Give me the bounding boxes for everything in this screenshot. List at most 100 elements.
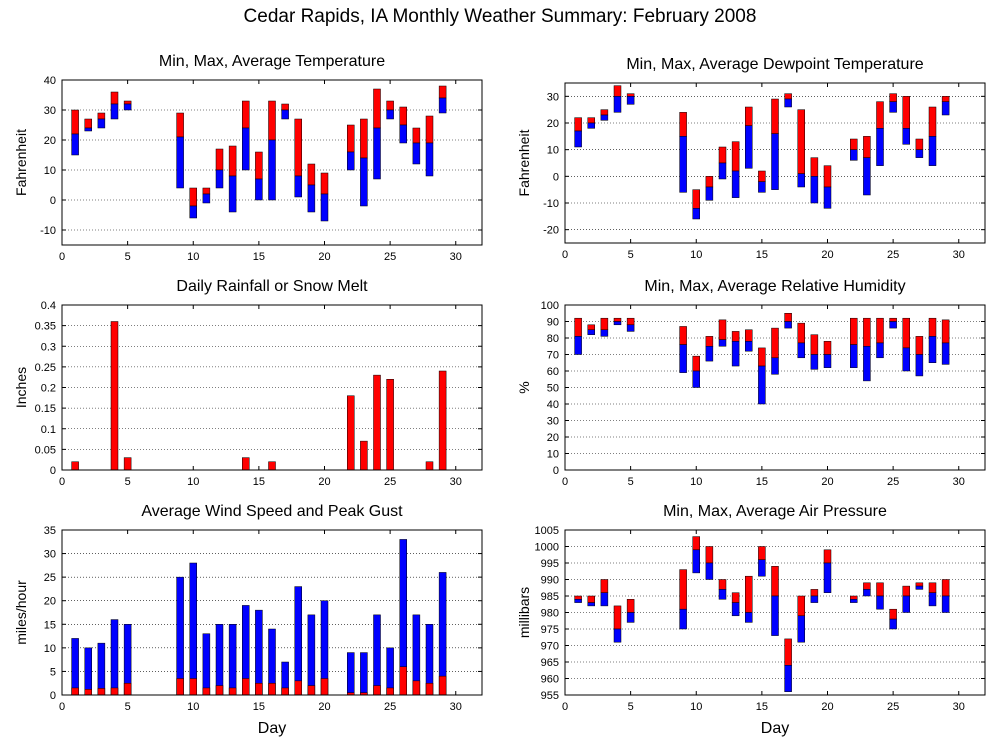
pressure-xtick-label: 0: [562, 701, 568, 713]
pressure-min-bar: [745, 612, 753, 623]
pressure-max-bar: [876, 582, 884, 597]
dewpoint-max-bar: [876, 101, 884, 129]
temperature-ytick-label: 10: [44, 165, 56, 177]
humidity-ytick-label: 70: [547, 350, 559, 362]
temperature-min-bar: [399, 124, 407, 144]
dewpoint-min-bar: [889, 101, 897, 113]
pressure-xtick-label: 5: [628, 701, 634, 713]
humidity-max-bar: [731, 331, 740, 342]
pressure-min-bar: [692, 549, 700, 574]
pressure-min-bar: [823, 562, 832, 593]
pressure-ytick-label: 1005: [535, 525, 559, 537]
pressure-xlabel: Day: [761, 720, 789, 737]
humidity-ylabel: %: [516, 381, 532, 393]
pressure-xtick-label: 20: [821, 701, 833, 713]
wind-avg-bar: [97, 688, 106, 696]
pressure-max-bar: [679, 569, 687, 610]
wind-gust-bar: [202, 633, 211, 696]
humidity-ytick-label: 30: [547, 416, 559, 428]
humidity-max-bar: [784, 313, 792, 322]
pressure-title: Min, Max, Average Air Pressure: [663, 503, 887, 520]
rainfall-ytick-label: 0.25: [35, 362, 56, 374]
dewpoint-min-bar: [587, 122, 595, 129]
rainfall-bar: [360, 440, 368, 471]
humidity-max-bar: [745, 329, 753, 342]
dewpoint-min-bar: [823, 186, 832, 209]
humidity-xtick-label: 15: [756, 476, 768, 488]
humidity-min-bar: [863, 346, 871, 382]
humidity-min-bar: [705, 346, 714, 362]
humidity-max-bar: [587, 324, 595, 330]
temperature-min-bar: [189, 205, 197, 219]
dewpoint-max-bar: [863, 136, 871, 158]
dewpoint-xtick-label: 20: [821, 249, 833, 261]
rainfall-plot-frame: [61, 304, 483, 471]
dewpoint-min-bar: [731, 170, 740, 198]
humidity-ytick-label: 50: [547, 383, 559, 395]
wind-gust-bar: [294, 586, 302, 696]
wind-avg-bar: [281, 687, 289, 696]
temperature-xtick-label: 30: [450, 251, 462, 263]
dewpoint-min-bar: [600, 114, 609, 121]
pressure-ytick-label: 960: [541, 674, 559, 686]
temperature-min-bar: [347, 151, 355, 171]
wind-xtick-label: 5: [125, 701, 131, 713]
rainfall-ytick-label: 0.3: [41, 341, 56, 353]
rainfall-title: Daily Rainfall or Snow Melt: [176, 278, 368, 295]
humidity-min-bar: [600, 329, 609, 337]
wind-avg-bar: [189, 678, 197, 696]
pressure-min-bar: [587, 602, 595, 607]
pressure-min-bar: [889, 618, 897, 630]
temperature-min-bar: [123, 103, 132, 111]
pressure-max-bar: [915, 582, 924, 587]
wind-avg-bar: [438, 675, 447, 696]
pressure-max-bar: [718, 579, 727, 590]
dewpoint-max-bar: [745, 106, 753, 126]
wind-avg-bar: [123, 682, 132, 696]
temperature-max-bar: [71, 109, 79, 135]
wind-xtick-label: 25: [384, 701, 396, 713]
dewpoint-ytick-label: -10: [543, 198, 559, 210]
dewpoint-plot-frame: [564, 82, 986, 244]
dewpoint-max-bar: [797, 109, 805, 174]
pressure-max-bar: [692, 536, 700, 551]
humidity-ytick-label: 80: [547, 333, 559, 345]
humidity-title: Min, Max, Average Relative Humidity: [644, 278, 905, 295]
rainfall-bar: [110, 321, 119, 471]
dewpoint-xtick-label: 0: [562, 249, 568, 261]
wind-xtick-label: 15: [253, 701, 265, 713]
temperature-max-bar: [242, 100, 250, 129]
pressure-max-bar: [902, 585, 910, 597]
humidity-ytick-label: 0: [553, 465, 559, 477]
wind-ytick-label: 15: [44, 619, 56, 631]
temperature-ytick-label: -10: [40, 225, 56, 237]
dewpoint-chart: Min, Max, Average Dewpoint Temperature -2…: [516, 56, 986, 261]
humidity-min-bar: [876, 342, 884, 359]
rainfall-ytick-label: 0.4: [41, 300, 56, 312]
rainfall-bar: [347, 395, 355, 471]
wind-xtick-label: 0: [59, 701, 65, 713]
humidity-xtick-label: 25: [887, 476, 899, 488]
dewpoint-min-bar: [810, 176, 819, 204]
rainfall-xtick-label: 25: [384, 476, 396, 488]
pressure-min-bar: [574, 599, 582, 603]
humidity-min-bar: [613, 321, 622, 326]
dewpoint-xtick-label: 15: [756, 249, 768, 261]
pressure-max-bar: [784, 638, 792, 666]
dewpoint-max-bar: [626, 93, 635, 97]
pressure-max-bar: [797, 595, 805, 617]
pressure-xtick-label: 10: [690, 701, 702, 713]
rainfall-xtick-label: 0: [59, 476, 65, 488]
temperature-max-bar: [438, 85, 447, 99]
humidity-max-bar: [771, 327, 779, 359]
humidity-max-bar: [889, 317, 897, 322]
humidity-min-bar: [823, 354, 832, 368]
temperature-max-bar: [386, 100, 394, 111]
dewpoint-max-bar: [587, 117, 595, 124]
rainfall-ytick-label: 0.1: [41, 424, 56, 436]
dewpoint-xtick-label: 10: [690, 249, 702, 261]
wind-ytick-label: 0: [50, 690, 56, 702]
wind-ylabel: miles/hour: [13, 580, 29, 645]
humidity-max-bar: [810, 334, 819, 355]
humidity-min-bar: [626, 324, 635, 332]
